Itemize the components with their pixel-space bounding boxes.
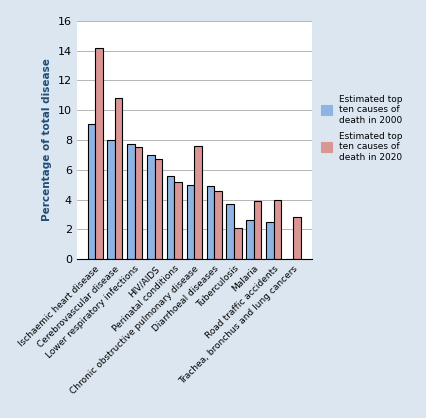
Bar bbox=[147, 155, 154, 259]
Bar bbox=[95, 48, 102, 259]
Bar bbox=[115, 98, 122, 259]
Bar bbox=[154, 159, 162, 259]
Bar bbox=[167, 176, 174, 259]
Legend: Estimated top
ten causes of
death in 2000, Estimated top
ten causes of
death in : Estimated top ten causes of death in 200… bbox=[320, 95, 402, 161]
Bar bbox=[127, 145, 135, 259]
Bar bbox=[293, 217, 300, 259]
Bar bbox=[226, 204, 233, 259]
Bar bbox=[265, 222, 273, 259]
Bar bbox=[174, 182, 181, 259]
Bar bbox=[87, 124, 95, 259]
Bar bbox=[213, 191, 221, 259]
Bar bbox=[135, 148, 142, 259]
Bar bbox=[186, 185, 194, 259]
Bar bbox=[253, 201, 261, 259]
Bar bbox=[233, 228, 241, 259]
Bar bbox=[273, 200, 281, 259]
Bar bbox=[206, 186, 213, 259]
Y-axis label: Percentage of total disease: Percentage of total disease bbox=[42, 59, 52, 222]
Bar bbox=[107, 140, 115, 259]
Bar bbox=[194, 146, 201, 259]
Bar bbox=[246, 220, 253, 259]
